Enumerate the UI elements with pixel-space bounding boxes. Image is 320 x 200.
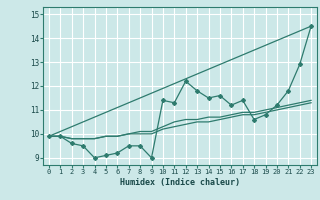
X-axis label: Humidex (Indice chaleur): Humidex (Indice chaleur) bbox=[120, 178, 240, 187]
